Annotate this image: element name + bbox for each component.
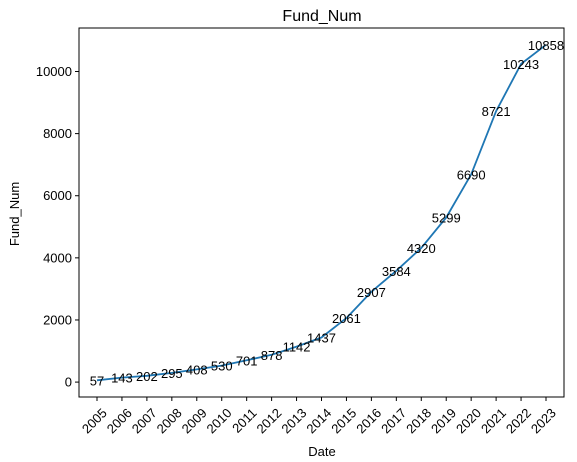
- data-label: 143: [111, 371, 133, 386]
- data-label: 1142: [283, 340, 311, 355]
- data-label: 1437: [307, 330, 336, 345]
- data-label: 408: [186, 362, 208, 377]
- data-label: 295: [161, 366, 183, 381]
- data-label: 3584: [382, 264, 411, 279]
- x-tick-label: 2021: [478, 405, 509, 436]
- y-axis: 0 2000 4000 6000 8000 10000: [36, 64, 79, 390]
- data-label: 6690: [457, 167, 486, 182]
- x-tick-label: 2017: [378, 405, 409, 436]
- data-label: 8721: [482, 104, 511, 119]
- data-label: 4320: [407, 241, 436, 256]
- x-tick-label: 2018: [403, 405, 434, 436]
- x-tick-label: 2015: [328, 405, 359, 436]
- x-tick-label: 2014: [303, 405, 334, 436]
- x-tick-label: 2020: [453, 405, 484, 436]
- data-label: 878: [261, 348, 283, 363]
- x-axis: 2005200620072008200920102011201220132014…: [79, 397, 559, 436]
- data-label: 202: [136, 369, 158, 384]
- y-tick-label: 6000: [43, 188, 72, 203]
- x-tick-label: 2019: [428, 405, 459, 436]
- x-tick-label: 2009: [179, 405, 210, 436]
- x-tick-label: 2008: [154, 405, 185, 436]
- data-label: 2061: [332, 311, 361, 326]
- y-tick-label: 10000: [36, 64, 72, 79]
- data-label: 10858: [528, 38, 564, 53]
- data-label: 701: [236, 353, 258, 368]
- y-axis-label: Fund_Num: [7, 182, 22, 246]
- data-label: 10243: [503, 57, 539, 72]
- x-axis-label: Date: [308, 444, 335, 459]
- y-tick-label: 4000: [43, 250, 72, 265]
- y-tick-label: 8000: [43, 126, 72, 141]
- x-tick-label: 2022: [503, 405, 534, 436]
- data-label: 530: [211, 359, 233, 374]
- y-tick-label: 0: [65, 375, 72, 390]
- x-tick-label: 2023: [528, 405, 559, 436]
- y-tick-label: 2000: [43, 312, 72, 327]
- series-group: [96, 44, 547, 382]
- x-tick-label: 2007: [129, 405, 160, 436]
- x-tick-label: 2013: [278, 405, 309, 436]
- plot-area: [78, 27, 565, 398]
- x-tick-label: 2016: [353, 405, 384, 436]
- data-label: 57: [90, 373, 104, 388]
- chart-title: Fund_Num: [282, 8, 361, 25]
- x-tick-label: 2010: [204, 405, 235, 436]
- series-line: [96, 44, 547, 382]
- data-label: 2907: [357, 285, 386, 300]
- x-tick-label: 2011: [229, 405, 259, 435]
- x-tick-label: 2005: [79, 405, 110, 436]
- x-tick-label: 2006: [104, 405, 135, 436]
- x-tick-label: 2012: [253, 405, 284, 436]
- data-label: 5299: [432, 211, 461, 226]
